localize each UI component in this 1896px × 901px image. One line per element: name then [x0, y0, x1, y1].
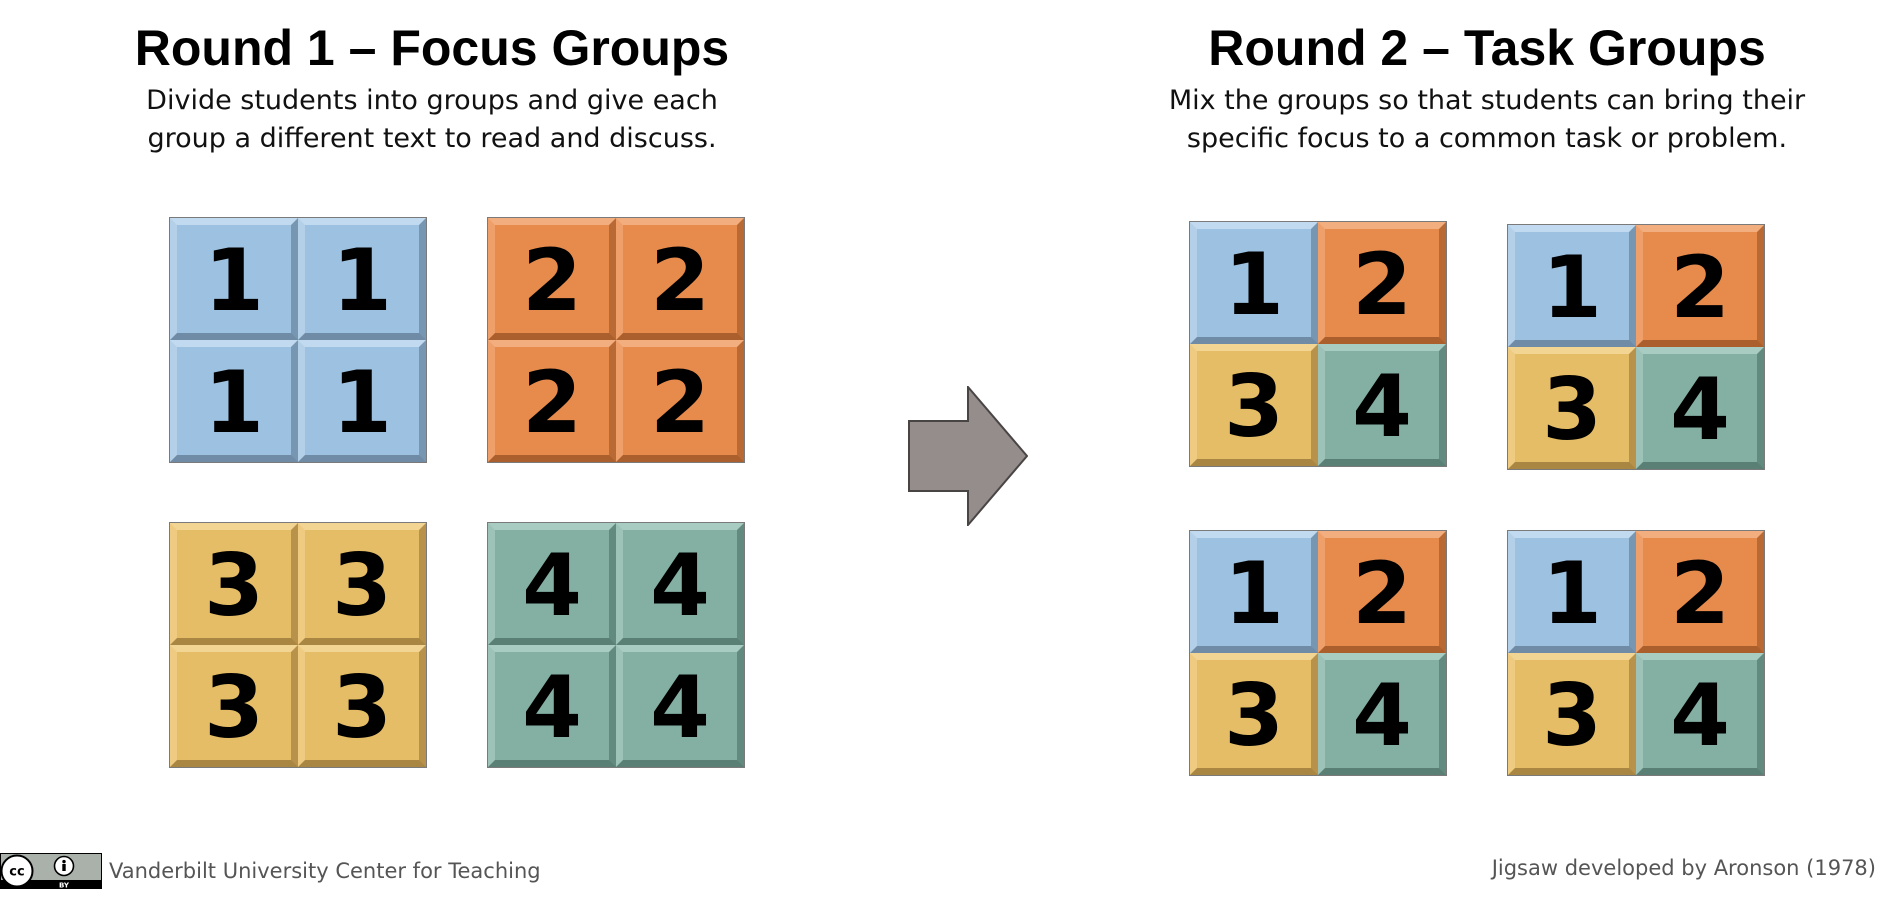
tile: 4 — [488, 645, 616, 767]
tile-label: 1 — [1542, 238, 1602, 338]
round2-subtitle-line2: specific focus to a common task or probl… — [1186, 123, 1788, 154]
tile-label: 2 — [1670, 544, 1730, 644]
tile: 2 — [1318, 222, 1446, 344]
round2-title: Round 2 – Task Groups — [1208, 20, 1766, 76]
svg-text:cc: cc — [9, 865, 24, 880]
tile: 3 — [298, 645, 426, 767]
tile-label: 4 — [1670, 666, 1730, 766]
tile: 3 — [1190, 653, 1318, 775]
institution-name: Vanderbilt University Center for Teachin… — [109, 859, 541, 883]
tile-label: 1 — [1542, 544, 1602, 644]
tile: 2 — [1636, 531, 1764, 653]
tile-label: 4 — [1352, 666, 1412, 766]
focus-group-3: 3 3 3 3 — [170, 523, 426, 767]
tile-label: 3 — [332, 658, 392, 758]
task-group-3: 1 2 3 4 — [1190, 531, 1446, 775]
tile-label: 2 — [522, 231, 582, 331]
focus-group-2: 2 2 2 2 — [488, 218, 744, 462]
tile-label: 2 — [650, 231, 710, 331]
tile-label: 2 — [1352, 544, 1412, 644]
cc-by-label: BY — [59, 881, 70, 889]
tile: 2 — [1318, 531, 1446, 653]
round1-title: Round 1 – Focus Groups — [134, 20, 730, 76]
tile: 2 — [488, 218, 616, 340]
tile-label: 3 — [332, 536, 392, 636]
attribution: Jigsaw developed by Aronson (1978) — [1491, 856, 1876, 880]
task-group-1: 1 2 3 4 — [1190, 222, 1446, 466]
tile-label: 4 — [522, 658, 582, 758]
tile: 4 — [1636, 347, 1764, 469]
tile-label: 1 — [1224, 544, 1284, 644]
tile-label: 3 — [1542, 666, 1602, 766]
round2-subtitle-line1: Mix the groups so that students can brin… — [1168, 85, 1806, 116]
tile: 1 — [170, 218, 298, 340]
tile: 2 — [488, 340, 616, 462]
tile: 3 — [1190, 344, 1318, 466]
tile-label: 1 — [204, 231, 264, 331]
tile: 1 — [1508, 225, 1636, 347]
tile: 2 — [616, 218, 744, 340]
tile: 4 — [1636, 653, 1764, 775]
round1-subtitle-line2: group a different text to read and discu… — [147, 123, 717, 154]
round1-subtitle-line1: Divide students into groups and give eac… — [146, 85, 718, 116]
tile: 1 — [1190, 222, 1318, 344]
tile-label: 1 — [1224, 235, 1284, 335]
tile: 3 — [170, 645, 298, 767]
focus-group-4: 4 4 4 4 — [488, 523, 744, 767]
task-group-2: 1 2 3 4 — [1508, 225, 1764, 469]
tile-label: 2 — [650, 353, 710, 453]
tile-label: 2 — [1670, 238, 1730, 338]
tile: 1 — [298, 218, 426, 340]
tile-label: 2 — [522, 353, 582, 453]
tile-label: 3 — [1224, 666, 1284, 766]
cc-by-icon[interactable]: cc BY — [0, 853, 102, 889]
tile: 1 — [1508, 531, 1636, 653]
tile-label: 3 — [1224, 357, 1284, 457]
tile-label: 1 — [204, 353, 264, 453]
tile: 4 — [616, 645, 744, 767]
tile-label: 4 — [1670, 360, 1730, 460]
tile: 3 — [170, 523, 298, 645]
tile-label: 2 — [1352, 235, 1412, 335]
tile-label: 3 — [1542, 360, 1602, 460]
tile-label: 4 — [1352, 357, 1412, 457]
tile-label: 1 — [332, 353, 392, 453]
tile: 2 — [616, 340, 744, 462]
tile: 1 — [298, 340, 426, 462]
focus-group-1: 1 1 1 1 — [170, 218, 426, 462]
tile-label: 3 — [204, 536, 264, 636]
tile: 1 — [170, 340, 298, 462]
task-group-4: 1 2 3 4 — [1508, 531, 1764, 775]
tile: 4 — [1318, 653, 1446, 775]
tile-label: 1 — [332, 231, 392, 331]
tile: 3 — [1508, 347, 1636, 469]
right-arrow-icon — [908, 386, 1028, 526]
tile: 4 — [616, 523, 744, 645]
tile: 1 — [1190, 531, 1318, 653]
tile: 3 — [298, 523, 426, 645]
tile-label: 4 — [650, 536, 710, 636]
tile-label: 4 — [650, 658, 710, 758]
tile: 2 — [1636, 225, 1764, 347]
footer-credit: cc BY Vanderbilt University Center for T… — [0, 853, 541, 889]
tile: 4 — [488, 523, 616, 645]
tile: 4 — [1318, 344, 1446, 466]
tile-label: 4 — [522, 536, 582, 636]
tile-label: 3 — [204, 658, 264, 758]
tile: 3 — [1508, 653, 1636, 775]
